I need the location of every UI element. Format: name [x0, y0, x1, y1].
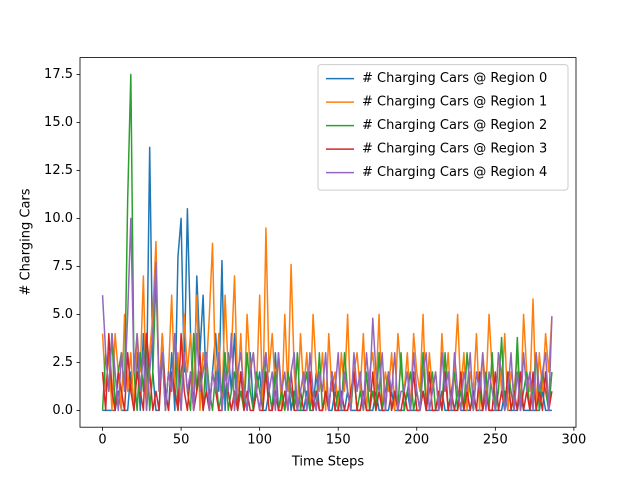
- x-tick-label: 100: [247, 433, 272, 448]
- y-tick-label: 5.0: [52, 307, 73, 322]
- x-tick-label: 150: [326, 433, 351, 448]
- y-tick-label: 10.0: [44, 211, 73, 226]
- x-tick-label: 250: [483, 433, 508, 448]
- x-tick-label: 0: [98, 433, 106, 448]
- x-tick-label: 50: [173, 433, 190, 448]
- legend-label: # Charging Cars @ Region 4: [362, 165, 547, 180]
- y-tick-label: 15.0: [44, 115, 73, 130]
- y-tick-label: 0.0: [52, 403, 73, 418]
- x-tick-label: 300: [561, 433, 586, 448]
- x-axis-label: Time Steps: [291, 455, 365, 470]
- axes-frame: [79, 57, 577, 428]
- legend-label: # Charging Cars @ Region 1: [362, 95, 547, 110]
- series-line: [101, 332, 553, 412]
- series-line: [101, 217, 553, 412]
- y-axis-label: # Charging Cars: [19, 188, 34, 295]
- y-tick-label: 17.5: [44, 67, 73, 82]
- legend-box: [317, 64, 569, 191]
- legend-label: # Charging Cars @ Region 0: [362, 71, 547, 86]
- y-tick-label: 7.5: [52, 259, 73, 274]
- y-tick-label: 2.5: [52, 355, 73, 370]
- legend-label: # Charging Cars @ Region 3: [362, 142, 547, 157]
- x-tick-label: 200: [404, 433, 429, 448]
- y-tick-label: 12.5: [44, 163, 73, 178]
- legend-label: # Charging Cars @ Region 2: [362, 118, 547, 133]
